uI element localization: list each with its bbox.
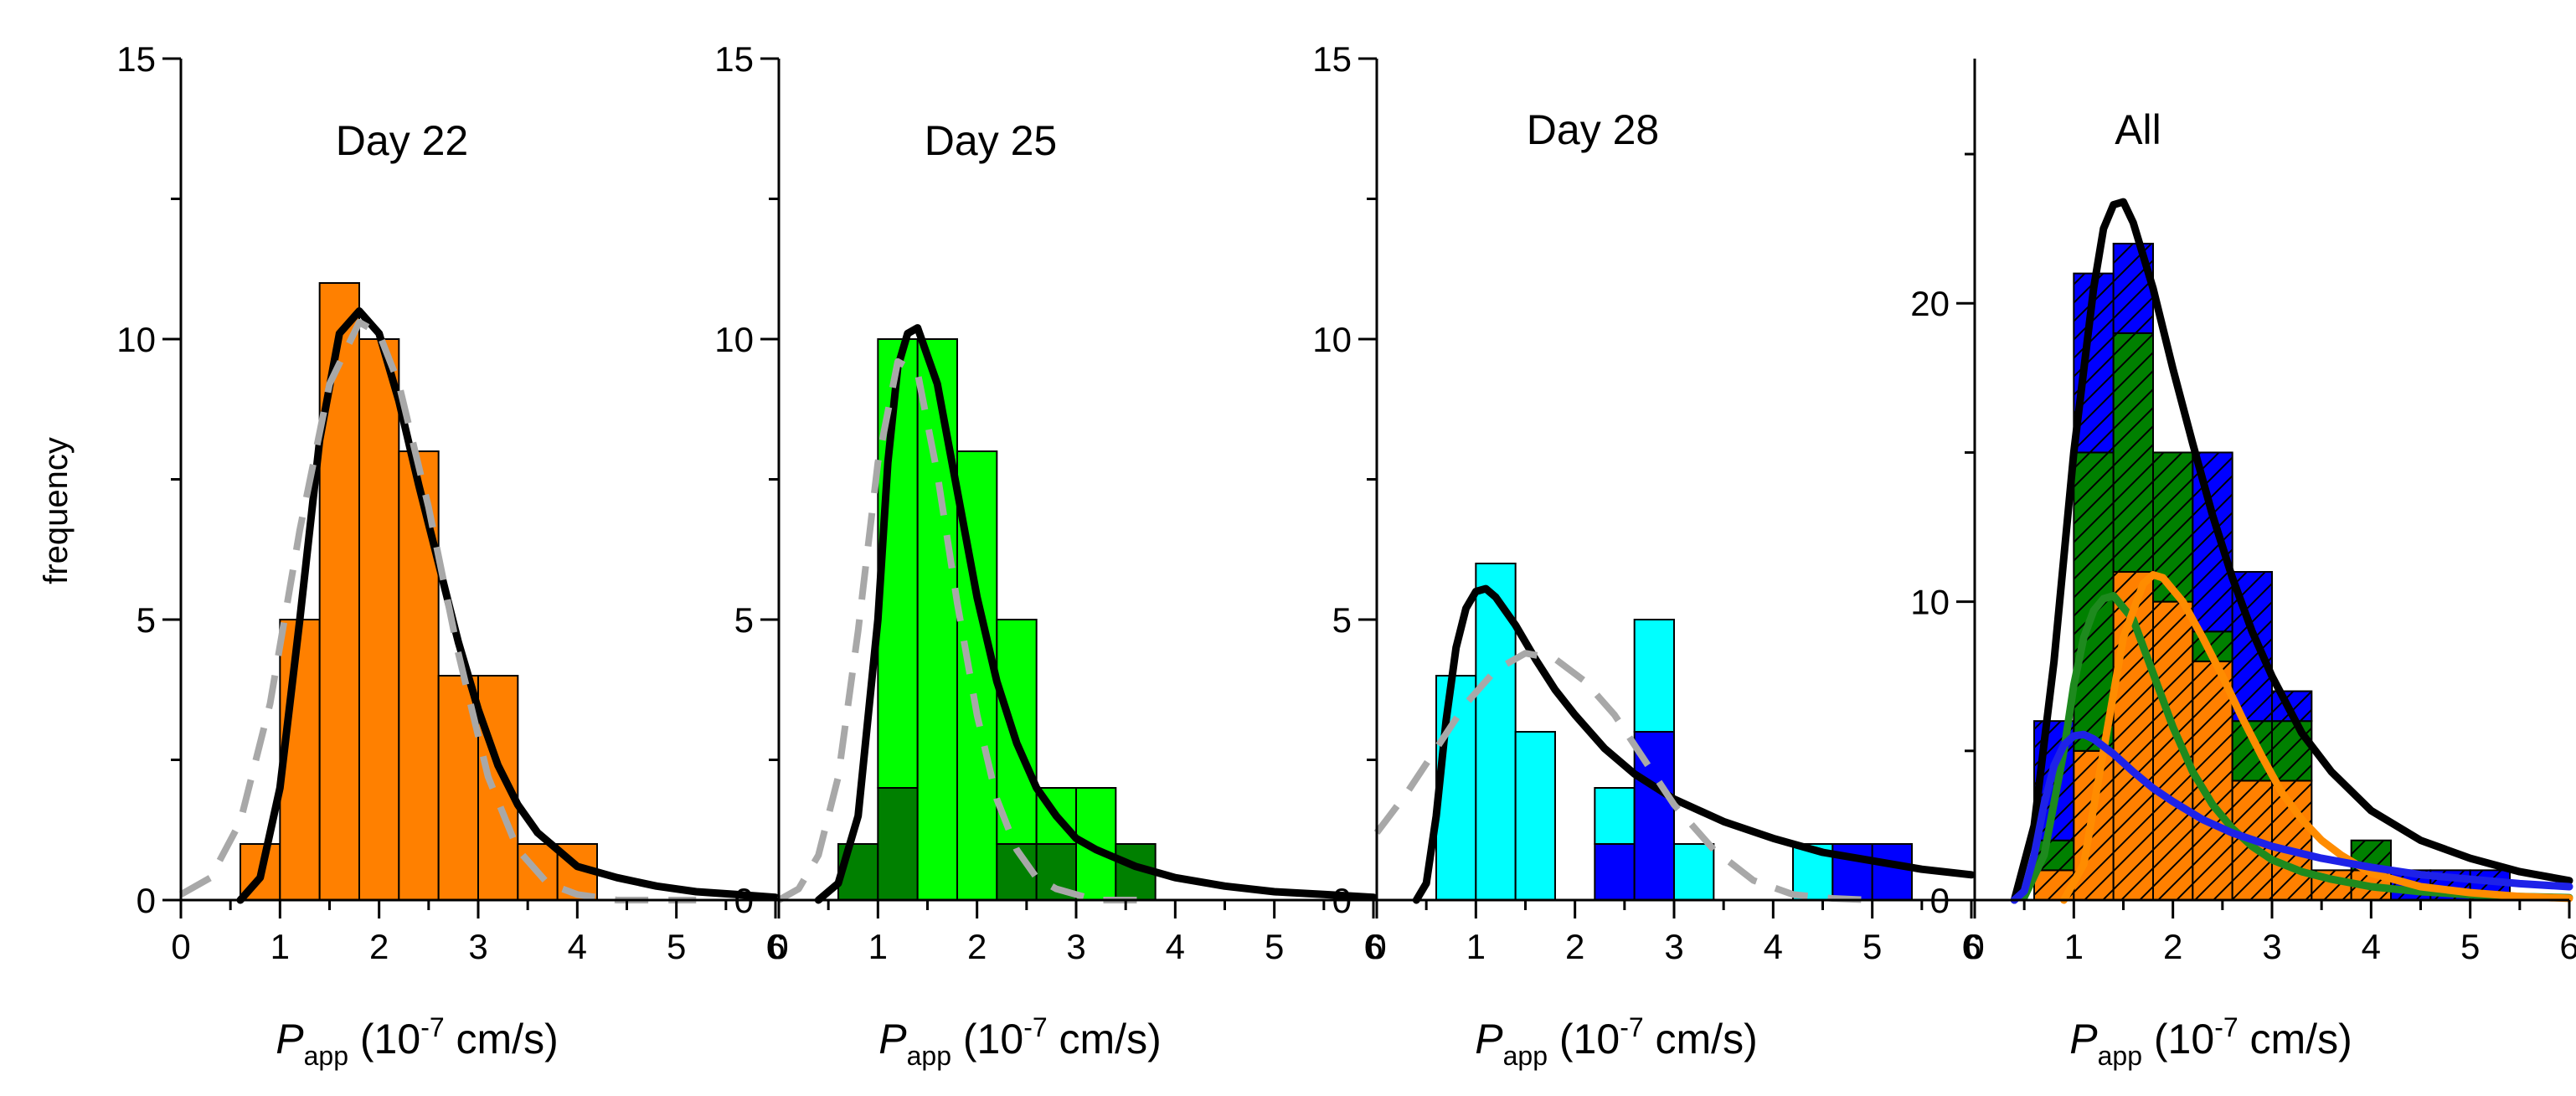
x-tick-label: 3 — [2262, 927, 2281, 966]
y-tick-label: 0 — [1332, 881, 1352, 920]
y-tick-label: 0 — [734, 881, 754, 920]
x-ticks: 0 1 2 3 4 5 6 — [1367, 900, 1981, 966]
x-tick-label: 5 — [667, 927, 686, 966]
fit-green-fit — [2020, 592, 2573, 902]
x-axis-label-day22: Papp (10-7 cm/s) — [276, 1012, 558, 1071]
x-tick-label: 0 — [1965, 927, 1984, 966]
bars — [240, 282, 599, 901]
bars — [2033, 242, 2512, 902]
x-ticks: 0 1 2 3 4 5 6 — [1965, 900, 2576, 966]
y-tick-label: 5 — [137, 600, 156, 640]
x-tick-label: 2 — [369, 927, 389, 966]
bar-blue — [1594, 843, 1636, 901]
x-axis-label-all: Papp (10-7 cm/s) — [2069, 1012, 2352, 1071]
fit-fit — [814, 324, 1378, 904]
bar-blue — [1871, 843, 1914, 901]
x-ticks: 0 1 2 3 4 5 6 — [171, 900, 786, 966]
x-tick-label: 1 — [868, 927, 888, 966]
panel-day25: 0 5 10 15 0 1 2 3 4 5 6 Day 25 — [714, 39, 1383, 966]
bar-cyan — [1514, 731, 1556, 901]
fit-gaussian — [1373, 650, 1873, 903]
x-tick-label: 2 — [1565, 927, 1584, 966]
x-tick-label: 4 — [2362, 927, 2381, 966]
x-tick-label: 0 — [769, 927, 788, 966]
x-ticks: 0 1 2 3 4 5 6 — [769, 900, 1383, 966]
panel-title: Day 22 — [336, 117, 468, 164]
x-tick-label: 6 — [2559, 927, 2576, 966]
x-tick-label: 1 — [270, 927, 290, 966]
fit-curves — [777, 324, 1378, 904]
x-tick-label: 3 — [1664, 927, 1683, 966]
x-tick-label: 5 — [1862, 927, 1882, 966]
x-tick-label: 2 — [967, 927, 987, 966]
bar-Day 22 — [318, 282, 360, 901]
bar-hatch — [2113, 332, 2153, 572]
panel-title: Day 28 — [1527, 106, 1659, 153]
x-tick-label: 6 — [1363, 927, 1383, 966]
bar-Day 22 — [358, 338, 400, 901]
fit-orange-fit — [2060, 571, 2573, 904]
y-ticks: 0 5 10 15 — [714, 39, 779, 920]
x-tick-label: 5 — [1265, 927, 1284, 966]
bar-hatch — [2192, 452, 2233, 632]
panel-day28: 0 5 10 15 0 1 2 3 4 5 6 Day 28 — [1312, 39, 1981, 966]
fit-gaussian — [777, 358, 1156, 903]
fit-fit — [1412, 584, 1976, 904]
fit-blue-fit — [2010, 730, 2573, 904]
y-tick-label: 10 — [1312, 320, 1352, 359]
x-tick-label: 4 — [1166, 927, 1185, 966]
bar-hatch — [2074, 452, 2114, 751]
fit-fit — [236, 307, 780, 904]
x-tick-label: 3 — [468, 927, 487, 966]
y-ticks: 0 5 10 15 — [116, 39, 181, 920]
x-tick-label: 3 — [1066, 927, 1085, 966]
x-axis-label-day25: Papp (10-7 cm/s) — [878, 1012, 1161, 1071]
y-tick-label: 15 — [714, 39, 754, 79]
y-ticks: 0 10 20 — [1910, 152, 1975, 920]
x-tick-label: 0 — [171, 927, 190, 966]
fit-curves — [2010, 198, 2573, 904]
y-tick-label: 0 — [137, 881, 156, 920]
bar-light — [916, 338, 958, 901]
bar-hatch — [2272, 780, 2312, 900]
fit-gaussian — [179, 318, 697, 903]
y-tick-label: 15 — [1312, 39, 1352, 79]
fit-curves — [179, 307, 780, 904]
bar-dark — [877, 787, 919, 901]
y-axis-label: frequency — [38, 437, 75, 584]
y-tick-label: 10 — [1910, 583, 1950, 622]
y-tick-label: 15 — [116, 39, 156, 79]
panel-all: 0 10 20 0 1 2 3 4 5 6 All — [1910, 59, 2576, 966]
fit-curves — [1373, 584, 1976, 904]
x-tick-label: 4 — [1764, 927, 1783, 966]
bar-cyan — [1633, 619, 1675, 733]
panel-day22: 0 5 10 15 0 1 2 3 4 5 6 Day 22 — [116, 39, 785, 966]
bar-cyan — [1673, 843, 1715, 901]
y-tick-label: 10 — [714, 320, 754, 359]
x-tick-label: 6 — [765, 927, 785, 966]
fit-total — [2010, 198, 2573, 904]
bar-cyan — [1594, 787, 1636, 845]
x-axis-labels: Papp (10-7 cm/s) Papp (10-7 cm/s) Papp (… — [276, 1012, 2352, 1071]
y-tick-label: 20 — [1910, 284, 1950, 323]
x-tick-label: 0 — [1367, 927, 1386, 966]
y-tick-label: 0 — [1930, 881, 1950, 920]
x-tick-label: 1 — [1466, 927, 1486, 966]
bar-hatch — [2272, 721, 2312, 781]
y-ticks: 0 5 10 15 — [1312, 39, 1377, 920]
x-tick-label: 5 — [2460, 927, 2480, 966]
axes — [777, 59, 1373, 902]
y-tick-label: 5 — [734, 600, 754, 640]
panel-title: Day 25 — [925, 117, 1057, 164]
y-tick-label: 5 — [1332, 600, 1352, 640]
x-tick-label: 2 — [2163, 927, 2182, 966]
y-tick-label: 10 — [116, 320, 156, 359]
x-tick-label: 1 — [2064, 927, 2084, 966]
panel-title: All — [2115, 106, 2161, 153]
x-tick-label: 6 — [1961, 927, 1981, 966]
x-axis-label-day28: Papp (10-7 cm/s) — [1475, 1012, 1757, 1071]
x-tick-label: 4 — [568, 927, 587, 966]
